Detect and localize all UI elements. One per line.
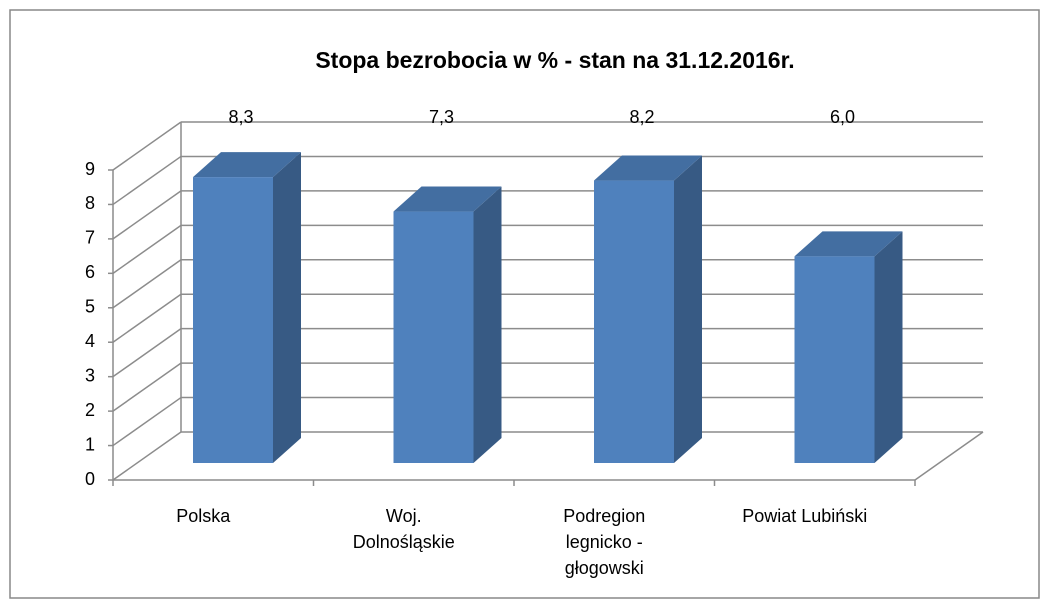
data-label: 8,2 (629, 107, 654, 127)
bar-top (393, 186, 502, 212)
grid-line (112, 293, 182, 343)
grid-line (112, 431, 182, 481)
data-label: 8,3 (228, 107, 253, 127)
y-tick-label: 4 (85, 331, 95, 351)
grid-line (112, 328, 182, 378)
y-tick-label: 1 (85, 434, 95, 454)
y-tick-label: 7 (85, 228, 95, 248)
x-tick-label: Polska (176, 506, 231, 526)
grid-line (112, 155, 182, 206)
bar-side (473, 186, 502, 464)
grid-line (112, 121, 182, 171)
y-tick-label: 3 (85, 365, 95, 385)
y-tick-label: 2 (85, 400, 95, 420)
x-tick-label: Woj. Dolnośląskie (352, 506, 455, 552)
y-tick-label: 9 (85, 159, 95, 179)
grid-line (112, 190, 182, 240)
bar-side (273, 152, 301, 463)
grid-line (112, 396, 182, 447)
bar-top (594, 155, 702, 181)
y-tick-label: 0 (85, 469, 95, 489)
x-tick-label: Powiat Lubiński (742, 506, 868, 526)
bar-side (874, 231, 903, 463)
y-tick-label: 6 (85, 262, 95, 282)
x-tick-label: Podregion legnicko - głogowski (563, 506, 646, 578)
bar (794, 256, 875, 463)
bar-side (674, 155, 702, 464)
bar-top (193, 152, 301, 178)
grid-line (112, 259, 182, 309)
y-tick-label: 8 (85, 193, 95, 213)
bar (393, 211, 474, 463)
y-tick-label: 5 (85, 297, 95, 317)
floor-edge (914, 431, 984, 481)
bar-top (794, 231, 903, 257)
bar (193, 177, 273, 463)
chart-title: Stopa bezrobocia w % - stan na 31.12.201… (315, 47, 794, 73)
grid-line (112, 224, 182, 274)
grid-line (112, 362, 182, 412)
data-label: 6,0 (830, 107, 855, 127)
bar (594, 180, 674, 464)
data-label: 7,3 (429, 107, 454, 127)
